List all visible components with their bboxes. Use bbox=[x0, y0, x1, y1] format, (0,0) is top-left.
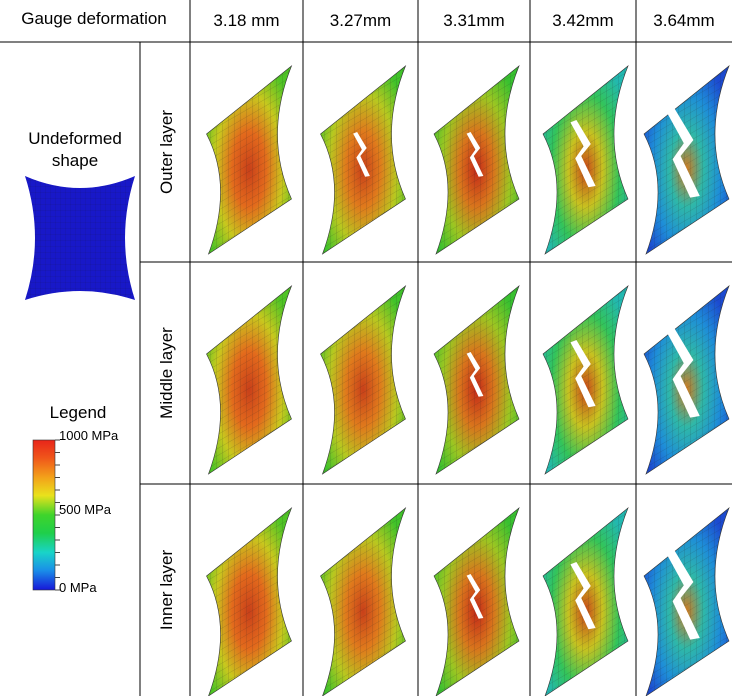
specimen bbox=[206, 65, 293, 255]
crack bbox=[570, 120, 596, 188]
specimen-mesh bbox=[644, 66, 729, 254]
column-header: 3.18 mm bbox=[213, 11, 279, 30]
specimen bbox=[433, 285, 520, 475]
specimen-mesh bbox=[206, 508, 292, 696]
specimen bbox=[643, 507, 730, 696]
specimen-mesh bbox=[434, 66, 519, 254]
legend-label: 0 MPa bbox=[59, 580, 97, 595]
specimen-mesh bbox=[206, 286, 292, 474]
specimen bbox=[643, 65, 730, 255]
specimen-mesh bbox=[543, 66, 628, 254]
specimen bbox=[433, 507, 520, 696]
crack bbox=[666, 550, 700, 640]
specimen bbox=[542, 507, 629, 696]
specimen-mesh bbox=[543, 286, 628, 474]
crack bbox=[466, 352, 484, 397]
specimen bbox=[320, 285, 407, 475]
column-header: 3.31mm bbox=[443, 11, 504, 30]
specimen bbox=[206, 285, 293, 475]
crack bbox=[353, 132, 370, 177]
specimen-mesh bbox=[320, 66, 406, 254]
undeformed-label: Undeformed shape bbox=[28, 129, 122, 170]
specimen-mesh bbox=[543, 508, 628, 696]
color-bar bbox=[32, 439, 56, 591]
specimen-mesh bbox=[320, 508, 406, 696]
specimen-mesh bbox=[320, 286, 406, 474]
crack bbox=[570, 562, 596, 630]
column-header: 3.42mm bbox=[552, 11, 613, 30]
crack bbox=[570, 340, 596, 408]
undeformed-specimen bbox=[25, 176, 135, 300]
crack bbox=[666, 108, 700, 198]
row-label: Inner layer bbox=[157, 550, 176, 631]
legend-title: Legend bbox=[50, 403, 107, 422]
crack bbox=[466, 574, 484, 619]
specimen bbox=[206, 507, 293, 696]
specimen-mesh bbox=[434, 508, 519, 696]
crack bbox=[466, 132, 484, 177]
specimen bbox=[320, 65, 407, 255]
color-bar-ticks bbox=[55, 439, 60, 591]
specimen-mesh bbox=[644, 508, 729, 696]
specimen-mesh bbox=[434, 286, 519, 474]
specimen bbox=[643, 285, 730, 475]
column-header: 3.27mm bbox=[330, 11, 391, 30]
legend-label: 1000 MPa bbox=[59, 428, 119, 443]
row-label: Outer layer bbox=[157, 110, 176, 194]
row-label: Middle layer bbox=[157, 327, 176, 419]
specimen bbox=[320, 507, 407, 696]
column-header: 3.64mm bbox=[653, 11, 714, 30]
specimen-mesh bbox=[644, 286, 729, 474]
specimen bbox=[542, 285, 629, 475]
specimen-mesh bbox=[206, 66, 292, 254]
crack bbox=[666, 328, 700, 418]
specimen bbox=[542, 65, 629, 255]
specimen bbox=[433, 65, 520, 255]
header-title: Gauge deformation bbox=[21, 9, 167, 28]
legend-label: 500 MPa bbox=[59, 502, 112, 517]
